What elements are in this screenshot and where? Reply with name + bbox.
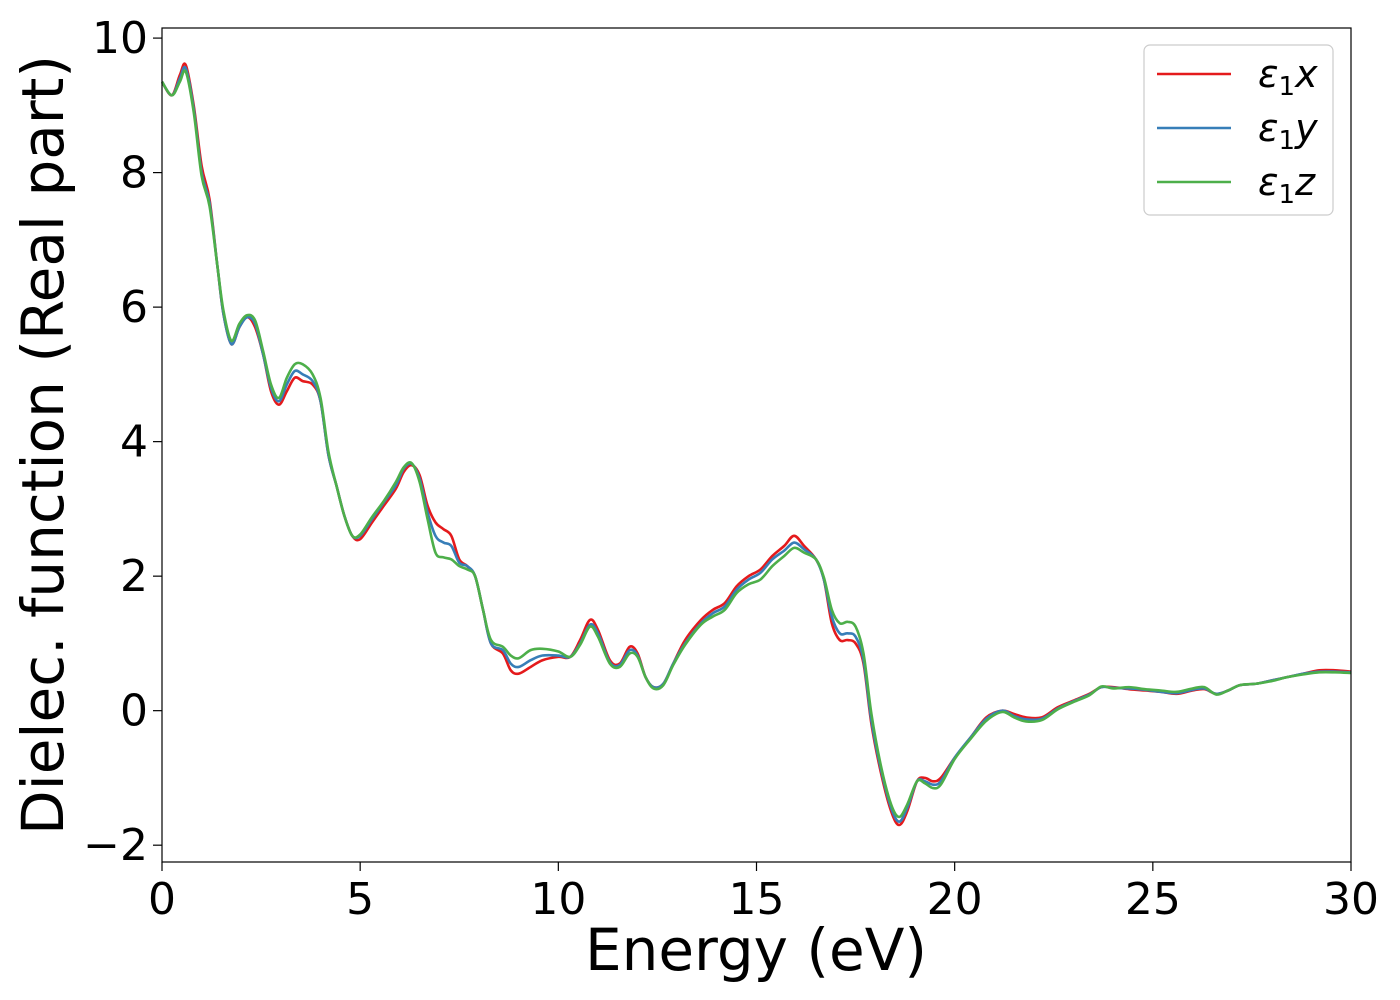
x-tick-label: 20 — [927, 874, 983, 925]
y-axis-title: Dielec. function (Real part) — [9, 55, 77, 835]
legend-label-3: ε1z — [1258, 160, 1316, 210]
x-tick-label: 25 — [1125, 874, 1181, 925]
y-tick-label: 6 — [120, 282, 148, 333]
y-tick-label: 10 — [92, 13, 148, 64]
legend-label-1: ε1x — [1258, 52, 1318, 102]
x-tick-label: 5 — [346, 874, 374, 925]
series-layer — [160, 62, 1352, 827]
x-tick-label: 30 — [1323, 874, 1379, 925]
y-tick-label: 8 — [120, 148, 148, 199]
y-tick-label: −2 — [83, 820, 148, 871]
y-tick-label: 2 — [120, 551, 148, 602]
x-axis-title: Energy (eV) — [585, 916, 927, 984]
x-tick-label: 10 — [530, 874, 586, 925]
y-tick-label: 4 — [120, 417, 148, 468]
y-axis: −2 0 2 4 6 8 10 — [83, 13, 162, 871]
legend-box — [1143, 44, 1334, 216]
x-tick-label: 15 — [729, 874, 785, 925]
series-line-3 — [160, 69, 1352, 819]
x-axis: 0 5 10 15 20 25 30 — [148, 862, 1379, 925]
x-tick-label: 0 — [148, 874, 176, 925]
y-tick-label: 0 — [120, 686, 148, 737]
legend-label-2: ε1y — [1258, 106, 1318, 156]
